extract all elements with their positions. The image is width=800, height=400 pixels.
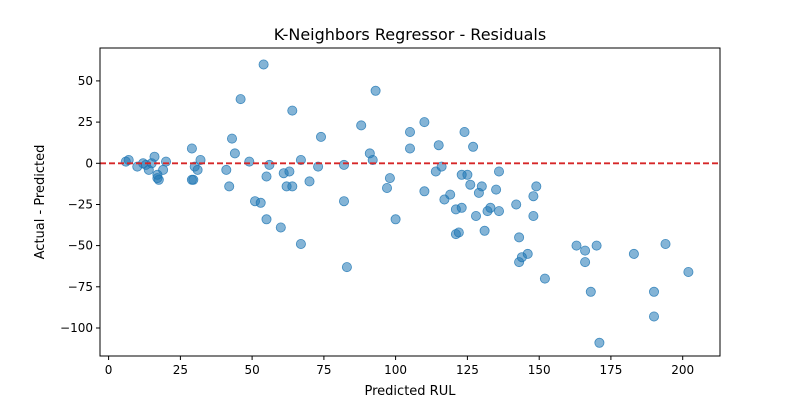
data-point bbox=[528, 210, 539, 221]
data-point bbox=[149, 151, 160, 162]
data-point bbox=[284, 166, 295, 177]
data-point bbox=[456, 202, 467, 213]
plot-area: 0 25 50 75 100 125 150 175 200 50 25 0 −25 −50 −75 −100 bbox=[60, 47, 721, 377]
data-point bbox=[192, 164, 203, 175]
data-point bbox=[287, 181, 298, 192]
data-point bbox=[258, 59, 269, 70]
data-point bbox=[531, 181, 542, 192]
data-point bbox=[295, 154, 306, 165]
data-point bbox=[491, 184, 502, 195]
data-point bbox=[528, 191, 539, 202]
data-point bbox=[580, 245, 591, 256]
data-point bbox=[287, 105, 298, 116]
data-point bbox=[433, 140, 444, 151]
x-tick-label: 150 bbox=[528, 363, 551, 377]
y-tick-label: −100 bbox=[60, 321, 93, 335]
chart-title: K-Neighbors Regressor - Residuals bbox=[274, 25, 546, 44]
data-point bbox=[370, 85, 381, 96]
data-point bbox=[160, 156, 171, 167]
data-point bbox=[221, 164, 232, 175]
data-point bbox=[493, 206, 504, 217]
data-point bbox=[628, 248, 639, 259]
data-point bbox=[511, 199, 522, 210]
data-point bbox=[195, 154, 206, 165]
data-point bbox=[264, 159, 275, 170]
data-point bbox=[459, 127, 470, 138]
data-point bbox=[255, 197, 266, 208]
data-point bbox=[384, 173, 395, 184]
x-tick-label: 200 bbox=[671, 363, 694, 377]
x-tick-label: 125 bbox=[456, 363, 479, 377]
x-tick-label: 50 bbox=[244, 363, 259, 377]
x-tick-label: 25 bbox=[173, 363, 188, 377]
y-tick-label: 50 bbox=[78, 74, 93, 88]
data-point bbox=[683, 266, 694, 277]
data-point bbox=[594, 337, 605, 348]
data-point bbox=[158, 164, 169, 175]
data-point bbox=[404, 143, 415, 154]
data-point bbox=[244, 156, 255, 167]
y-tick-label: −50 bbox=[68, 239, 93, 253]
data-point bbox=[514, 232, 525, 243]
data-point bbox=[649, 311, 660, 322]
data-point bbox=[419, 186, 430, 197]
data-point bbox=[123, 154, 134, 165]
data-point bbox=[580, 257, 591, 268]
x-tick-label: 0 bbox=[105, 363, 113, 377]
data-point bbox=[229, 148, 240, 159]
data-point bbox=[390, 214, 401, 225]
data-point bbox=[571, 240, 582, 251]
data-point bbox=[539, 273, 550, 284]
data-point bbox=[338, 196, 349, 207]
data-point bbox=[341, 262, 352, 273]
data-point bbox=[468, 141, 479, 152]
data-point bbox=[367, 154, 378, 165]
data-point bbox=[261, 171, 272, 182]
data-point bbox=[436, 161, 447, 172]
y-tick-label: 0 bbox=[85, 156, 93, 170]
data-point bbox=[188, 174, 199, 185]
data-point bbox=[476, 181, 487, 192]
x-axis-title: Predicted RUL bbox=[365, 384, 457, 399]
data-point bbox=[660, 238, 671, 249]
data-point bbox=[153, 174, 164, 185]
data-point bbox=[585, 286, 596, 297]
data-point bbox=[445, 189, 456, 200]
data-point bbox=[275, 222, 286, 233]
data-point bbox=[419, 117, 430, 128]
data-point bbox=[485, 202, 496, 213]
data-point bbox=[381, 182, 392, 193]
data-point bbox=[356, 120, 367, 131]
y-tick-label: −25 bbox=[68, 198, 93, 212]
y-tick-label: −75 bbox=[68, 280, 93, 294]
data-point bbox=[226, 133, 237, 144]
y-axis-title: Actual - Predicted bbox=[33, 145, 48, 260]
data-point bbox=[649, 286, 660, 297]
data-point bbox=[493, 166, 504, 177]
x-tick-label: 100 bbox=[384, 363, 407, 377]
data-point bbox=[313, 161, 324, 172]
y-tick-label: 25 bbox=[78, 115, 93, 129]
data-point bbox=[338, 159, 349, 170]
data-point bbox=[261, 214, 272, 225]
data-point bbox=[295, 238, 306, 249]
data-point bbox=[315, 131, 326, 142]
data-point bbox=[591, 240, 602, 251]
data-point bbox=[453, 227, 464, 238]
plot-frame bbox=[99, 47, 721, 357]
x-tick-label: 75 bbox=[316, 363, 331, 377]
x-tick-label: 175 bbox=[599, 363, 622, 377]
data-point bbox=[186, 143, 197, 154]
data-point bbox=[479, 225, 490, 236]
data-point bbox=[235, 94, 246, 105]
data-point bbox=[404, 127, 415, 138]
data-point bbox=[522, 248, 533, 259]
data-point bbox=[224, 181, 235, 192]
data-point bbox=[462, 169, 473, 180]
data-point bbox=[470, 210, 481, 221]
data-point bbox=[465, 179, 476, 190]
data-point bbox=[304, 176, 315, 187]
